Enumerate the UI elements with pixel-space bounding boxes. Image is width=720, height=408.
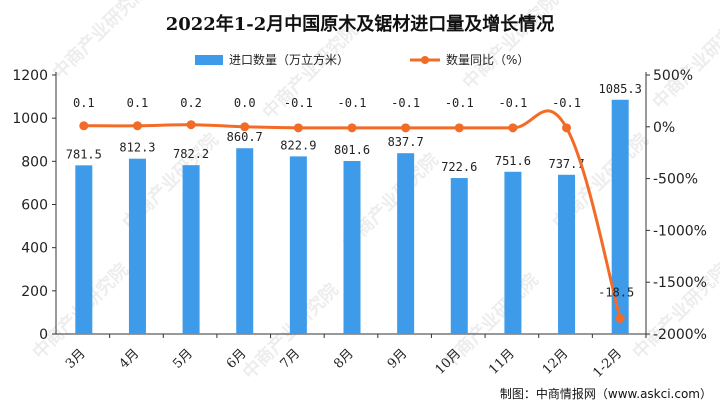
legend-bar-label: 进口数量（万立方米）: [229, 52, 349, 67]
line-value-label: -0.1: [498, 96, 527, 110]
line-point: [562, 123, 572, 133]
y-left-tick-label: 600: [21, 198, 48, 214]
line-value-label: -0.1: [391, 96, 420, 110]
chart-title: 2022年1-2月中国原木及锯材进口量及增长情况: [166, 13, 555, 35]
line-point: [615, 313, 625, 323]
y-right-tick-label: 0%: [653, 120, 675, 136]
y-right-tick-label: 500%: [653, 68, 693, 84]
line-point: [186, 120, 196, 130]
bar-value-label: 1085.3: [599, 82, 642, 96]
bar-value-label: 722.6: [441, 160, 477, 174]
line-value-label: -0.1: [284, 96, 313, 110]
line-point: [293, 123, 303, 133]
bar-series: [75, 99, 629, 335]
x-tick-label: 8月: [331, 346, 357, 372]
y-left-tick-label: 1000: [12, 111, 48, 127]
line-point: [347, 123, 357, 133]
bar: [182, 165, 200, 334]
x-tick-label: 1-2月: [590, 346, 625, 381]
y-right-tick-label: -2000%: [653, 327, 707, 343]
bar-value-label: 822.9: [280, 138, 316, 152]
line-point: [508, 123, 518, 133]
x-tick-label: 5月: [170, 346, 196, 372]
line-point: [454, 123, 464, 133]
x-tick-label: 3月: [63, 346, 89, 372]
line-value-label: -0.1: [445, 96, 474, 110]
legend-line-marker: [421, 56, 429, 64]
y-right-tick-label: -1500%: [653, 275, 707, 291]
y-left-tick-label: 1200: [12, 68, 48, 84]
y-right-tick-label: -500%: [653, 172, 698, 188]
legend: 进口数量（万立方米） 数量同比（%）: [195, 52, 529, 67]
line-point: [132, 121, 142, 131]
source-credit: 制图：中商情报网（www.askci.com）: [500, 386, 712, 401]
line-value-label: 0.1: [127, 96, 149, 110]
watermark-text: 中商产业研究院: [48, 0, 153, 84]
bar-value-label: 751.6: [495, 154, 531, 168]
line-value-label: -0.1: [552, 96, 581, 110]
y-left-tick-label: 800: [21, 154, 48, 170]
line-point: [240, 122, 250, 132]
x-tick-label: 11月: [486, 346, 517, 377]
line-series: [79, 109, 625, 323]
bar-value-label: 737.7: [548, 157, 584, 171]
bar-value-labels: 781.5 812.3 782.2 860.7 822.9 801.6 837.7 722.6…: [66, 82, 642, 174]
x-tick-label: 4月: [117, 346, 143, 372]
bar-value-label: 801.6: [334, 143, 370, 157]
line-value-label: 0.2: [180, 96, 202, 110]
bar: [397, 153, 415, 334]
bar-value-label: 860.7: [227, 130, 263, 144]
line-value-labels: 0.1 0.1 0.2 0.0 -0.1 -0.1 -0.1 -0.1 -0.1 -0.1 -18.…: [73, 96, 634, 299]
y-left-tick-label: 400: [21, 241, 48, 257]
y-left-tick-label: 0: [39, 327, 48, 343]
line-value-label: 0.1: [73, 96, 95, 110]
y-right-tick-label: -1000%: [653, 223, 707, 239]
bar-value-label: 837.7: [388, 135, 424, 149]
bar-value-label: 781.5: [66, 147, 102, 161]
line-value-label: 0.0: [234, 96, 256, 110]
x-tick-label: 9月: [385, 346, 411, 372]
bar: [128, 158, 146, 334]
bar: [504, 171, 522, 334]
bar-value-label: 782.2: [173, 147, 209, 161]
legend-line-label: 数量同比（%）: [446, 52, 529, 67]
line-value-label: -0.1: [338, 96, 367, 110]
line-point: [401, 123, 411, 133]
bar: [343, 160, 361, 334]
bar: [450, 178, 468, 334]
bar: [75, 165, 93, 334]
bar: [236, 148, 254, 334]
legend-bar-swatch: [195, 55, 223, 65]
bar: [558, 174, 576, 334]
bar: [289, 156, 307, 334]
line-value-label: -18.5: [598, 285, 634, 299]
bar: [611, 99, 629, 335]
line-point: [79, 121, 89, 131]
bar-value-label: 812.3: [119, 141, 155, 155]
x-tick-label: 12月: [540, 346, 571, 377]
y-left-tick-label: 200: [21, 284, 48, 300]
watermark-text: 中商产业研究院: [648, 9, 720, 114]
